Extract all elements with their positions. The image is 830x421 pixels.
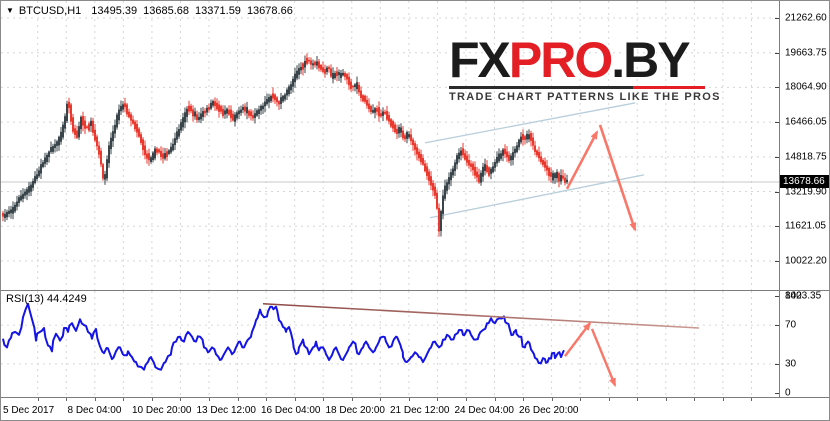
symbol-info: ▼ BTCUSD,H1 13495.39 13685.68 13371.59 13678.… xyxy=(6,5,299,17)
rsi-axis-tick xyxy=(775,325,779,327)
price-axis-tick xyxy=(775,191,779,193)
time-axis-label: 16 Dec 04:00 xyxy=(261,405,321,416)
price-axis-label: 8423.35 xyxy=(785,290,822,302)
price-axis-tick xyxy=(775,18,779,19)
time-axis-label: 13 Dec 12:00 xyxy=(196,405,257,416)
time-axis-tick xyxy=(151,398,153,401)
rsi-indicator-label: RSI(13) 44.4249 xyxy=(6,293,87,305)
price-axis-tick xyxy=(775,87,779,89)
logo-tagline: TRADE CHART PATTERNS LIKE THE PROS xyxy=(449,91,721,103)
price-axis-label: 13219.90 xyxy=(785,186,827,198)
price-axis-tick xyxy=(775,122,779,124)
time-axis-label: 8 Dec 04:00 xyxy=(67,405,122,416)
time-axis-tick xyxy=(351,398,353,401)
price-axis-label: 18064.90 xyxy=(785,81,827,93)
price-axis-tick xyxy=(775,226,779,228)
time-axis-tick xyxy=(180,398,182,401)
current-price-badge: 13678.66 xyxy=(780,175,829,189)
time-axis-label: 10 Dec 20:00 xyxy=(132,405,192,416)
time-axis-tick xyxy=(637,398,639,401)
time-axis-tick xyxy=(694,398,696,401)
rsi-axis-label: 30 xyxy=(785,358,797,370)
time-axis-tick xyxy=(94,398,96,401)
panel-divider[interactable] xyxy=(1,290,829,291)
logo-divider xyxy=(449,86,705,89)
rsi-bottom-border xyxy=(1,397,829,398)
time-axis-tick xyxy=(523,398,525,401)
price-axis-tick xyxy=(775,52,779,54)
wordmark-pro: PRO xyxy=(508,32,613,88)
time-axis-tick xyxy=(66,398,68,401)
time-axis-tick xyxy=(294,398,296,401)
rsi-chart-canvas[interactable] xyxy=(1,291,779,397)
rsi-axis-tick xyxy=(775,393,779,394)
rsi-axis-label: 70 xyxy=(785,319,797,331)
fxpro-wordmark: FXPRO.BY xyxy=(449,35,705,85)
rsi-axis-label: 0 xyxy=(785,387,791,399)
time-axis-label: 24 Dec 04:00 xyxy=(454,405,515,416)
time-axis-tick xyxy=(494,398,496,401)
time-axis-tick xyxy=(380,398,382,401)
fxpro-logo: FXPRO.BY TRADE CHART PATTERNS LIKE THE P… xyxy=(449,35,721,103)
time-axis-tick xyxy=(237,398,239,401)
time-axis-tick xyxy=(580,398,582,401)
low-value: 13371.59 xyxy=(195,5,241,17)
time-axis-tick xyxy=(123,398,125,401)
time-axis-tick xyxy=(608,398,610,401)
time-axis-tick xyxy=(751,398,753,401)
time-axis-tick xyxy=(551,398,553,401)
time-axis-tick xyxy=(437,398,439,401)
high-value: 13685.68 xyxy=(143,5,190,17)
time-axis-tick xyxy=(37,398,39,401)
time-axis-tick xyxy=(722,398,724,401)
rsi-axis-label: 100 xyxy=(785,290,802,302)
price-chart-canvas[interactable] xyxy=(1,1,779,291)
price-axis-label: 16466.05 xyxy=(785,116,827,128)
wordmark-by: .BY xyxy=(611,32,690,88)
time-axis-label: 21 Dec 12:00 xyxy=(390,405,450,416)
price-axis-label: 21262.60 xyxy=(785,12,827,24)
axis-separator-vertical xyxy=(779,1,780,398)
price-axis-label: 10022.20 xyxy=(785,255,827,267)
rsi-axis-tick xyxy=(775,363,779,365)
price-axis-label: 19663.75 xyxy=(785,47,827,59)
rsi-axis-tick xyxy=(775,296,779,297)
price-axis-label: 11621.05 xyxy=(785,220,826,232)
time-axis-tick xyxy=(266,398,268,401)
wordmark-fx: FX xyxy=(449,32,511,88)
time-axis-label: 5 Dec 2017 xyxy=(3,405,55,416)
symbol-timeframe-label: BTCUSD,H1 xyxy=(18,5,82,17)
time-axis-tick xyxy=(665,398,667,401)
price-axis-tick xyxy=(775,156,779,158)
time-axis-tick xyxy=(209,398,210,401)
time-axis-tick xyxy=(465,398,467,401)
time-axis-tick xyxy=(408,398,410,401)
time-axis-label: 18 Dec 20:00 xyxy=(325,405,386,416)
symbol-dropdown-icon[interactable]: ▼ xyxy=(6,6,14,15)
open-value: 13495.39 xyxy=(91,5,138,17)
time-axis-tick xyxy=(323,398,325,401)
price-axis-label: 14818.75 xyxy=(785,151,827,163)
price-axis-tick xyxy=(775,260,779,262)
close-value: 13678.66 xyxy=(246,5,293,17)
time-axis-label: 26 Dec 20:00 xyxy=(519,405,579,416)
